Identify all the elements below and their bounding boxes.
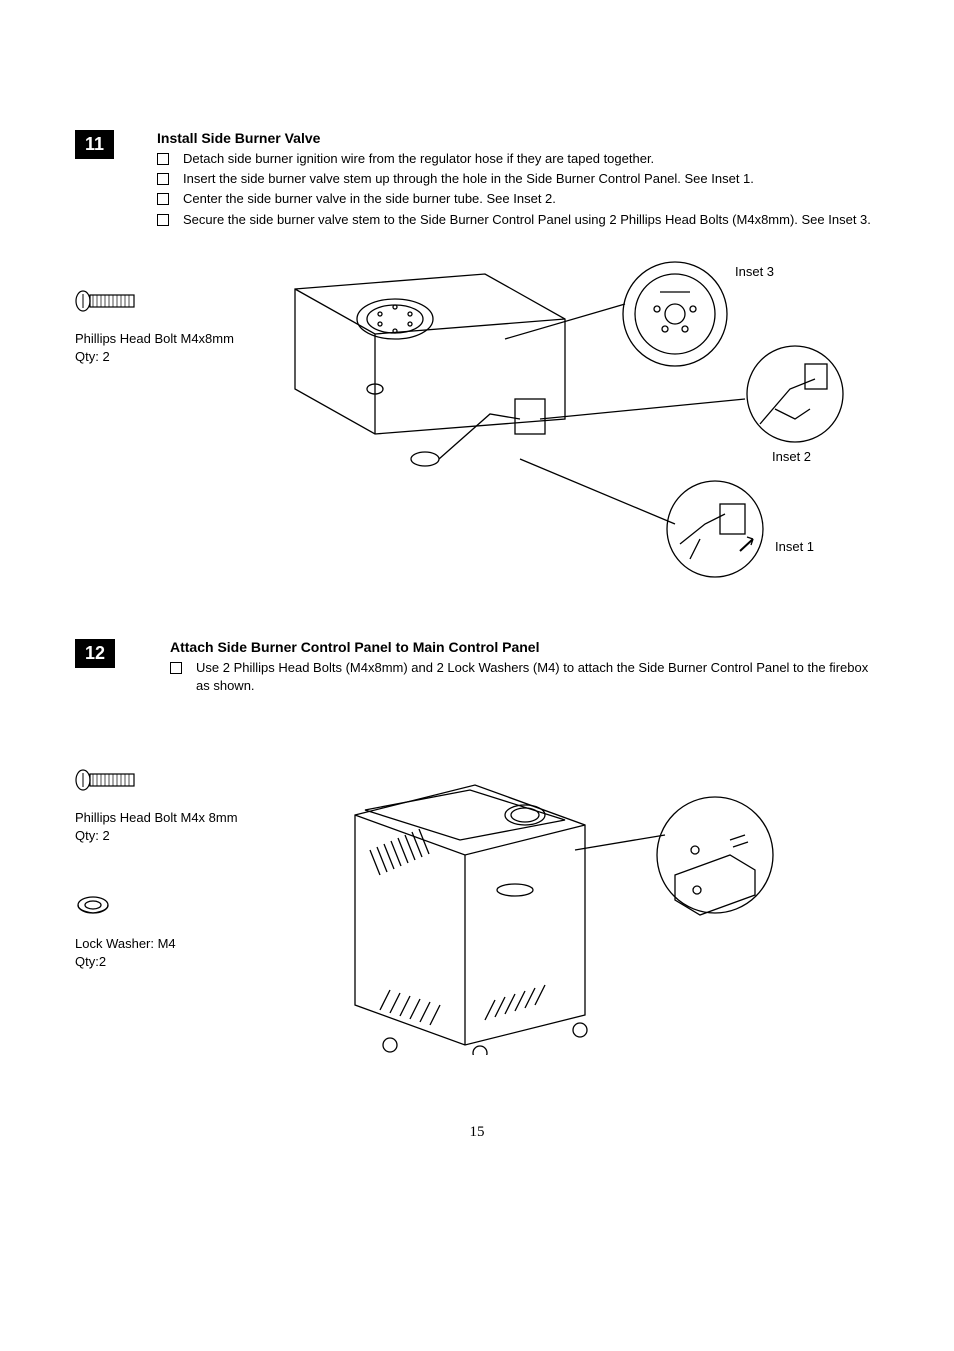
page-number: 15 [0, 1124, 954, 1141]
part-qty: Qty: 2 [75, 348, 275, 366]
instruction-list: Detach side burner ignition wire from th… [157, 150, 879, 229]
instruction-item: Secure the side burner valve stem to the… [157, 211, 879, 229]
diagram-step-12 [335, 755, 879, 1055]
part-label: Phillips Head Bolt M4x8mm [75, 330, 275, 348]
inset-label-1: Inset 1 [775, 539, 814, 554]
step-number-badge: 12 [75, 639, 115, 668]
checkbox-icon [157, 173, 169, 185]
step-title: Attach Side Burner Control Panel to Main… [170, 639, 879, 655]
assembly-diagram-icon [335, 755, 835, 1055]
part-item: Phillips Head Bolt M4x 8mm Qty: 2 [75, 769, 275, 845]
instruction-item: Center the side burner valve in the side… [157, 190, 879, 208]
part-qty: Qty: 2 [75, 827, 275, 845]
step-body: Attach Side Burner Control Panel to Main… [170, 639, 879, 695]
instruction-item: Insert the side burner valve stem up thr… [157, 170, 879, 188]
instruction-text: Use 2 Phillips Head Bolts (M4x8mm) and 2… [196, 659, 879, 695]
step-number-badge: 11 [75, 130, 114, 159]
step-11: 11 Install Side Burner Valve Detach side… [75, 130, 879, 579]
parts-column: Phillips Head Bolt M4x 8mm Qty: 2 Lock W… [75, 769, 275, 1002]
instruction-text: Insert the side burner valve stem up thr… [183, 170, 754, 188]
assembly-diagram-icon [285, 259, 865, 579]
step-body: Install Side Burner Valve Detach side bu… [157, 130, 879, 229]
part-item: Lock Washer: M4 Qty:2 [75, 895, 275, 971]
instruction-list: Use 2 Phillips Head Bolts (M4x8mm) and 2… [170, 659, 879, 695]
inset-label-3: Inset 3 [735, 264, 774, 279]
bolt-icon [75, 290, 275, 312]
parts-column: Phillips Head Bolt M4x8mm Qty: 2 [75, 290, 275, 396]
instruction-item: Detach side burner ignition wire from th… [157, 150, 879, 168]
instruction-text: Center the side burner valve in the side… [183, 190, 556, 208]
part-label: Lock Washer: M4 [75, 935, 275, 953]
checkbox-icon [157, 214, 169, 226]
inset-label-2: Inset 2 [772, 449, 811, 464]
part-label: Phillips Head Bolt M4x 8mm [75, 809, 275, 827]
step-title: Install Side Burner Valve [157, 130, 879, 146]
instruction-item: Use 2 Phillips Head Bolts (M4x8mm) and 2… [170, 659, 879, 695]
checkbox-icon [170, 662, 182, 674]
part-qty: Qty:2 [75, 953, 275, 971]
instruction-text: Secure the side burner valve stem to the… [183, 211, 871, 229]
step-12: 12 Attach Side Burner Control Panel to M… [75, 639, 879, 1055]
checkbox-icon [157, 153, 169, 165]
instruction-text: Detach side burner ignition wire from th… [183, 150, 654, 168]
checkbox-icon [157, 193, 169, 205]
washer-icon [75, 895, 275, 917]
diagram-step-11: Inset 3 Inset 2 Inset 1 [285, 259, 879, 579]
part-item: Phillips Head Bolt M4x8mm Qty: 2 [75, 290, 275, 366]
bolt-icon [75, 769, 275, 791]
